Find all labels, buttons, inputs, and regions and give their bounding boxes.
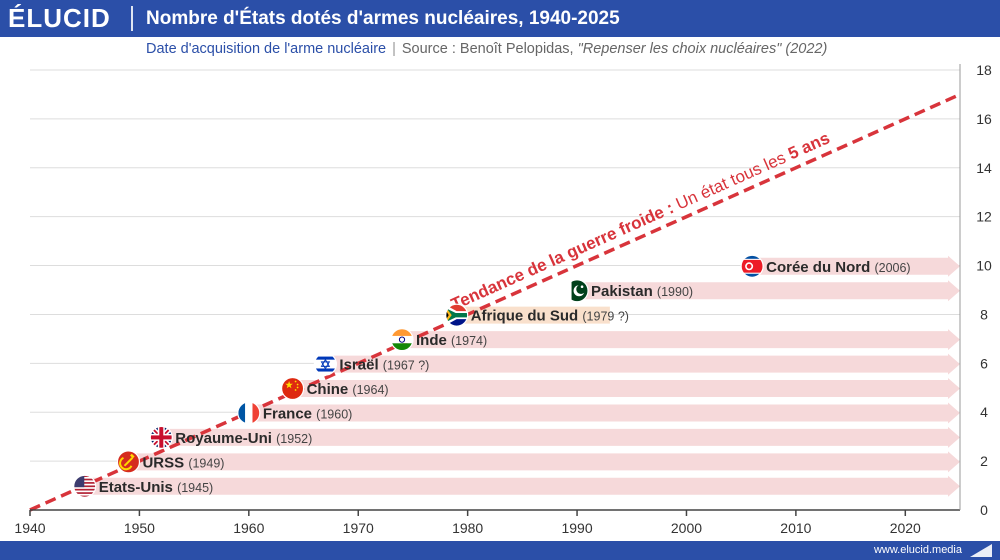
state-flags — [73, 254, 764, 498]
y-tick-label-4: 4 — [980, 404, 988, 420]
north-korea-flag — [740, 254, 764, 278]
arrow-china — [292, 378, 960, 400]
arrow-israel — [325, 353, 961, 375]
y-tick-label-0: 0 — [980, 502, 988, 518]
arrow-usa — [84, 475, 961, 497]
state-label-france: France (1960) — [263, 405, 353, 422]
state-year: (1945) — [177, 481, 213, 495]
arrow-uk — [161, 426, 960, 448]
trend-line — [29, 92, 961, 512]
israel-flag — [313, 352, 338, 376]
elucid-mark-icon — [970, 544, 992, 557]
footer-url[interactable]: www.elucid.media — [873, 544, 962, 556]
state-label-israel: Israël (1967 ?) — [339, 357, 429, 374]
x-tick-label-1990: 1990 — [561, 520, 592, 536]
x-tick-label-2010: 2010 — [780, 520, 811, 536]
pakistan-flag — [565, 279, 589, 303]
x-tick-label-2020: 2020 — [890, 520, 921, 536]
state-name: Etats-Unis — [99, 479, 177, 496]
state-year: (2006) — [874, 261, 910, 275]
source-prefix: Source : Benoît Pelopidas, — [401, 41, 578, 57]
state-label-ussr: URSS (1949) — [142, 454, 224, 471]
state-label-india: Inde (1974) — [416, 332, 487, 349]
x-tick-label-1950: 1950 — [124, 520, 155, 536]
state-name: Inde — [416, 332, 451, 349]
state-name: Chine — [307, 381, 353, 398]
footer-bar: www.elucid.media — [0, 541, 1000, 560]
arrow-south-africa — [456, 306, 610, 324]
y-tick-label-16: 16 — [976, 111, 992, 127]
france-flag — [237, 401, 261, 425]
state-label-south-africa: Afrique du Sud (1979 ?) — [471, 308, 629, 325]
arrow-india — [402, 329, 960, 351]
subtitle-separator: | — [392, 41, 396, 57]
arrow-pakistan — [577, 280, 960, 302]
india-flag — [390, 328, 414, 352]
state-year: (1949) — [188, 456, 224, 470]
y-tick-label-10: 10 — [976, 258, 992, 274]
subtitle-description: Date d'acquisition de l'arme nucléaire — [146, 41, 387, 57]
header-bar: ÉLUCID Nombre d'États dotés d'armes nucl… — [0, 0, 1000, 37]
state-name: Israël — [339, 357, 382, 374]
arrow-france — [248, 402, 960, 424]
china-flag — [280, 376, 305, 401]
x-tick-label-1970: 1970 — [343, 520, 374, 536]
trend-label-bold: 5 ans — [785, 128, 832, 163]
x-axis: 1940 1950 1960 1970 1980 1990 2000 2010 2020 — [14, 509, 960, 536]
source-book: "Repenser les choix nucléaires" (2022) — [577, 41, 828, 57]
state-year: (1952) — [276, 432, 312, 446]
chart-title: Nombre d'États dotés d'armes nucléaires,… — [146, 8, 620, 29]
x-tick-label-1960: 1960 — [233, 520, 264, 536]
south-africa-flag — [445, 303, 469, 327]
state-year: (1960) — [316, 407, 352, 421]
elucid-logo[interactable]: ÉLUCID — [8, 3, 111, 33]
state-label-uk: Royaume-Uni (1952) — [175, 430, 312, 447]
state-label-usa: Etats-Unis (1945) — [99, 479, 213, 496]
y-tick-label-12: 12 — [976, 209, 992, 225]
state-year: (1974) — [451, 334, 487, 348]
state-name: Pakistan — [591, 283, 657, 300]
ussr-flag — [116, 450, 141, 474]
x-tick-label-1940: 1940 — [14, 520, 45, 536]
state-label-pakistan: Pakistan (1990) — [591, 283, 693, 300]
trend-line-group: Tendance de la guerre froide : Un état t… — [29, 92, 961, 512]
y-tick-label-18: 18 — [976, 62, 992, 78]
state-name: France — [263, 405, 316, 422]
trend-label-middle: Un état tous les — [673, 146, 793, 213]
state-labels: Etats-Unis (1945) URSS (1949) Royaume-Uni … — [99, 259, 911, 496]
state-year: (1979 ?) — [582, 310, 629, 324]
x-tick-label-1980: 1980 — [452, 520, 483, 536]
y-axis: 0 2 4 6 8 10 12 14 16 18 — [959, 62, 992, 518]
header-separator — [131, 6, 133, 31]
arrow-ussr — [128, 451, 960, 473]
usa-flag — [73, 474, 97, 498]
state-name: Afrique du Sud — [471, 308, 583, 325]
state-name: URSS — [142, 454, 188, 471]
chart-subtitle: Date d'acquisition de l'arme nucléaire | S… — [146, 40, 827, 58]
state-name: Corée du Nord — [766, 259, 874, 276]
state-year: (1990) — [657, 285, 693, 299]
state-arrows — [84, 255, 961, 497]
arrow-north-korea — [752, 255, 960, 277]
uk-flag — [149, 425, 173, 449]
state-year: (1964) — [352, 383, 388, 397]
x-tick-label-2000: 2000 — [671, 520, 702, 536]
y-tick-label-8: 8 — [980, 306, 988, 322]
state-label-china: Chine (1964) — [307, 381, 389, 398]
state-year: (1967 ?) — [383, 359, 430, 373]
state-name: Royaume-Uni — [175, 430, 276, 447]
y-tick-label-14: 14 — [976, 160, 992, 176]
y-tick-label-6: 6 — [980, 355, 988, 371]
y-tick-label-2: 2 — [980, 453, 988, 469]
state-label-north-korea: Corée du Nord (2006) — [766, 259, 910, 276]
